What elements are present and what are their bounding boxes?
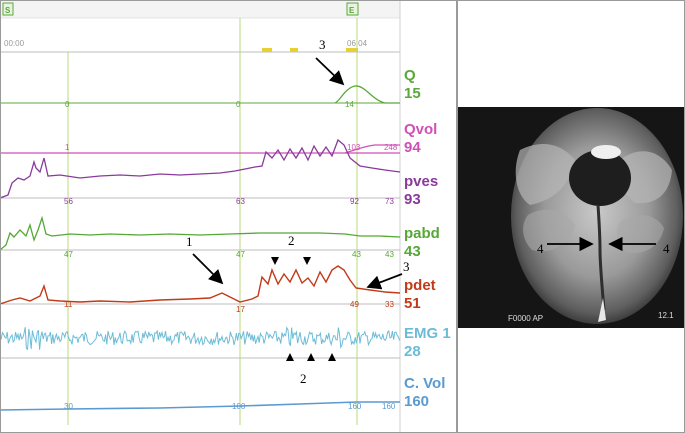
triangle-marker bbox=[286, 353, 294, 361]
pves-label: pves bbox=[404, 173, 438, 190]
pabd-baseline-value: 47 bbox=[64, 250, 73, 259]
q-value: 15 bbox=[404, 85, 421, 102]
svg-text:F0000 AP: F0000 AP bbox=[508, 314, 543, 323]
fluoroscopy-image: F0000 AP 12.1 4 4 bbox=[458, 0, 685, 433]
annotation-3-right: 3 bbox=[403, 259, 410, 274]
cvol-trace bbox=[0, 401, 400, 411]
cvol-value: 160 bbox=[404, 393, 429, 410]
end-marker-label: E bbox=[349, 6, 355, 15]
pdet-trace bbox=[0, 265, 401, 305]
qvol-baseline-value: 103 bbox=[347, 143, 361, 152]
start-marker-label: S bbox=[5, 6, 11, 15]
annotation-4-right: 4 bbox=[663, 241, 670, 256]
annotation-arrow bbox=[315, 57, 345, 86]
annotation-2-bottom: 2 bbox=[300, 371, 307, 386]
pves-value: 93 bbox=[404, 191, 421, 208]
qvol-value: 94 bbox=[404, 139, 421, 156]
tracing-panel: S E 00:00 06:04 0 0 14 Q 15 1 103 248 Qv… bbox=[0, 0, 451, 433]
triangle-marker bbox=[307, 353, 315, 361]
event-mark bbox=[290, 48, 298, 52]
end-marker[interactable] bbox=[346, 2, 359, 16]
annotation-3-top: 3 bbox=[319, 37, 326, 52]
qvol-trace bbox=[344, 144, 400, 154]
q-baseline-value: 0 bbox=[236, 100, 241, 109]
pdet-value: 51 bbox=[404, 295, 421, 312]
triangle-marker bbox=[271, 257, 279, 265]
pdet-label: pdet bbox=[404, 277, 436, 294]
annotation-2-top: 2 bbox=[288, 233, 295, 248]
annotation-arrow bbox=[192, 253, 224, 285]
pdet-baseline-value: 11 bbox=[64, 300, 73, 309]
event-mark bbox=[262, 48, 272, 52]
cvol-end-value: 160 bbox=[382, 402, 396, 411]
q-trace bbox=[334, 85, 400, 104]
start-time: 00:00 bbox=[4, 39, 25, 48]
q-baseline-value: 14 bbox=[345, 100, 354, 109]
emg-trace bbox=[0, 326, 401, 351]
qvol-end-value: 248 bbox=[384, 143, 398, 152]
annotation-4-left: 4 bbox=[537, 241, 544, 256]
pabd-label: pabd bbox=[404, 225, 440, 242]
annotation-1: 1 bbox=[186, 234, 193, 249]
start-marker[interactable] bbox=[2, 2, 14, 16]
annotation-arrow bbox=[366, 273, 403, 290]
pdet-baseline-value: 17 bbox=[236, 305, 245, 314]
cvol-label: C. Vol bbox=[404, 375, 445, 392]
pabd-value: 43 bbox=[404, 243, 421, 260]
pabd-baseline-value: 43 bbox=[352, 250, 361, 259]
cvol-baseline-value: 100 bbox=[232, 402, 246, 411]
pabd-baseline-value: 47 bbox=[236, 250, 245, 259]
triangle-marker bbox=[328, 353, 336, 361]
triangle-marker bbox=[303, 257, 311, 265]
cvol-baseline-value: 30 bbox=[64, 402, 73, 411]
emg-label: EMG 1 bbox=[404, 325, 451, 342]
pabd-trace bbox=[0, 215, 401, 251]
event-mark bbox=[346, 48, 358, 52]
cvol-baseline-value: 160 bbox=[348, 402, 362, 411]
pabd-end-value: 43 bbox=[385, 250, 394, 259]
pves-baseline-value: 63 bbox=[236, 197, 245, 206]
q-label: Q bbox=[404, 67, 416, 84]
pves-baseline-value: 92 bbox=[350, 197, 359, 206]
q-baseline-value: 0 bbox=[65, 100, 70, 109]
qvol-baseline-value: 1 bbox=[65, 143, 70, 152]
pves-end-value: 73 bbox=[385, 197, 394, 206]
pdet-baseline-value: 49 bbox=[350, 300, 359, 309]
emg-value: 28 bbox=[404, 343, 421, 360]
svg-text:12.1: 12.1 bbox=[658, 311, 674, 320]
pves-baseline-value: 56 bbox=[64, 197, 73, 206]
qvol-label: Qvol bbox=[404, 121, 437, 138]
pdet-end-value: 33 bbox=[385, 300, 394, 309]
pves-trace bbox=[0, 138, 401, 199]
